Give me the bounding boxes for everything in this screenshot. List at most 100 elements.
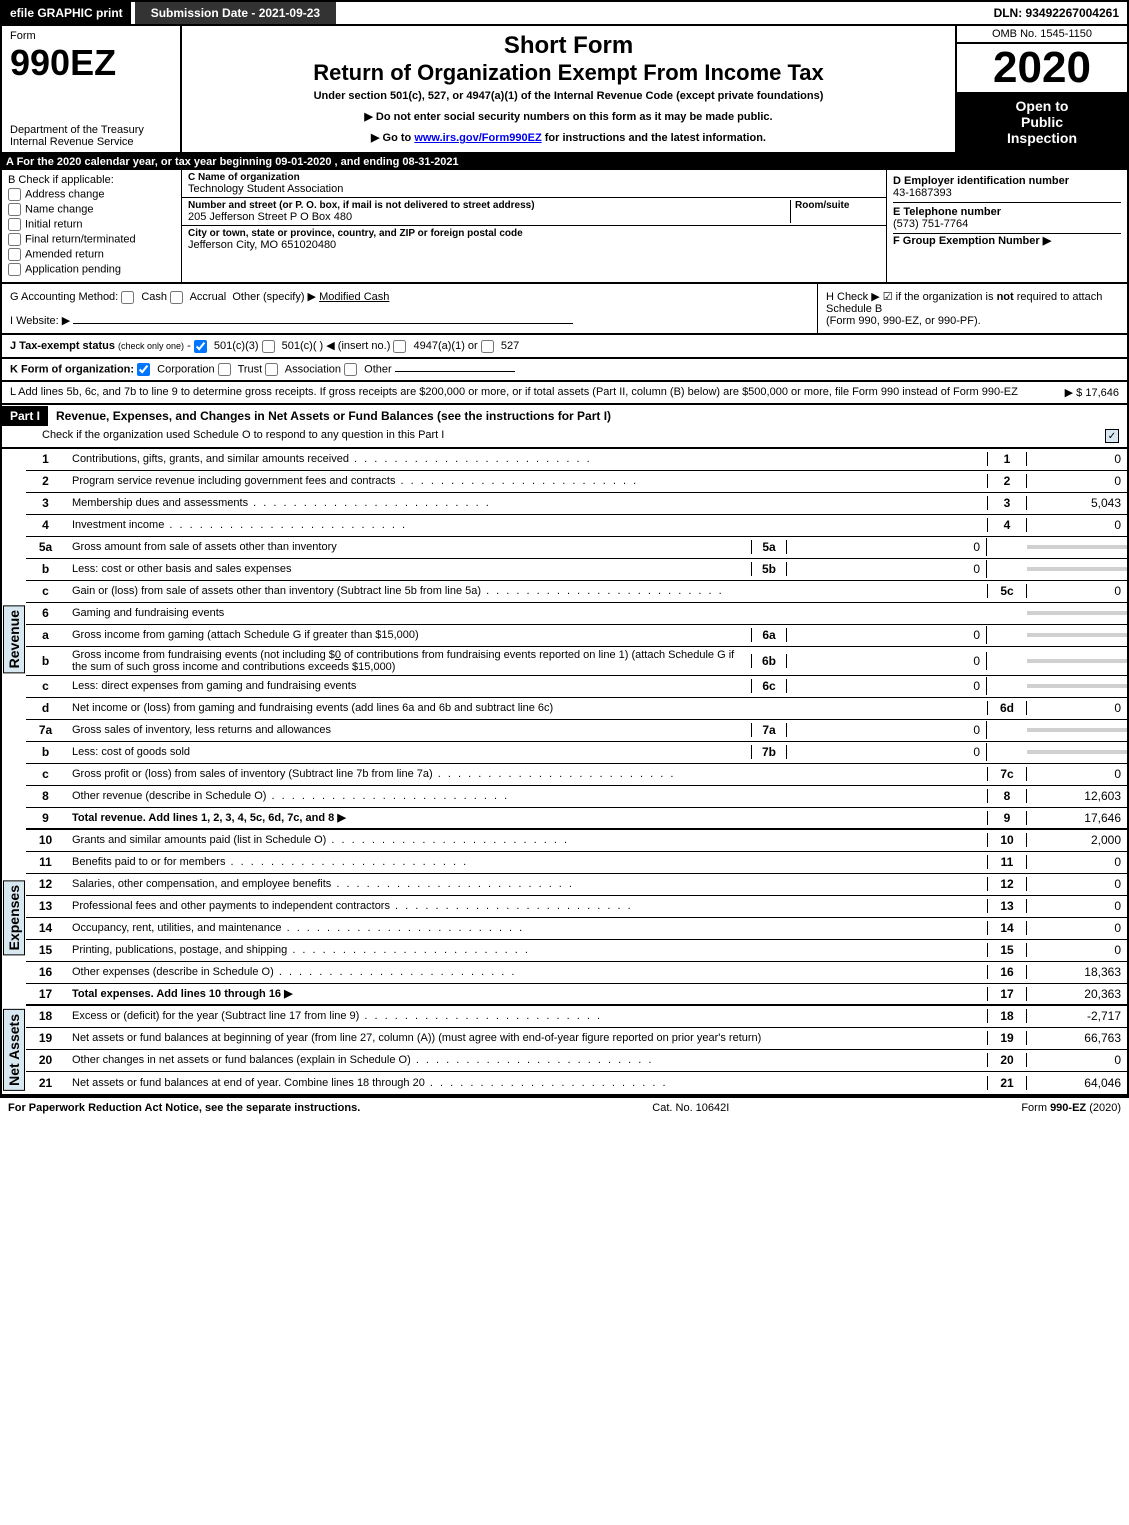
row5a-desc: Gross amount from sale of assets other t… — [66, 539, 751, 555]
l-text: L Add lines 5b, 6c, and 7b to line 9 to … — [10, 386, 1045, 399]
header-right: OMB No. 1545-1150 2020 Open to Public In… — [957, 26, 1127, 152]
dln: DLN: 93492267004261 — [986, 2, 1127, 24]
row21-num: 21 — [26, 1074, 66, 1092]
j-opt2: 501(c)( ) ◀ (insert no.) — [282, 340, 391, 352]
chk-corporation[interactable] — [137, 363, 150, 376]
row13-desc: Professional fees and other payments to … — [66, 898, 987, 914]
row11-desc: Benefits paid to or for members — [66, 854, 987, 870]
row16-num: 16 — [26, 963, 66, 981]
row5c-val: 0 — [1027, 582, 1127, 600]
row5b-num: b — [26, 560, 66, 578]
row15-val: 0 — [1027, 941, 1127, 959]
chk-final-return[interactable] — [8, 233, 21, 246]
row4-desc: Investment income — [66, 517, 987, 533]
row6d-desc: Net income or (loss) from gaming and fun… — [66, 700, 987, 716]
irs-link[interactable]: www.irs.gov/Form990EZ — [414, 132, 541, 144]
row10-val: 2,000 — [1027, 831, 1127, 849]
row6-desc: Gaming and fundraising events — [66, 605, 987, 621]
row19-desc: Net assets or fund balances at beginning… — [66, 1030, 987, 1046]
chk-association[interactable] — [265, 363, 278, 376]
row7c-desc: Gross profit or (loss) from sales of inv… — [66, 766, 987, 782]
chk-accrual[interactable] — [170, 291, 183, 304]
paperwork-notice: For Paperwork Reduction Act Notice, see … — [8, 1102, 360, 1114]
part1-badge: Part I — [2, 406, 48, 426]
row9-desc: Total revenue. Add lines 1, 2, 3, 4, 5c,… — [66, 809, 987, 826]
revenue-side-label: Revenue — [3, 605, 25, 673]
chk-label-5: Application pending — [25, 263, 121, 275]
row6c-val-shaded — [1027, 684, 1127, 688]
open-line3: Inspection — [963, 130, 1121, 146]
row3-ln: 3 — [987, 496, 1027, 510]
expenses-rows: 10Grants and similar amounts paid (list … — [26, 830, 1127, 1006]
part1-subtitle: Check if the organization used Schedule … — [42, 429, 444, 443]
part1-schedule-o-check[interactable]: ✓ — [1105, 429, 1119, 443]
city-label: City or town, state or province, country… — [188, 228, 880, 239]
opt-accrual: Accrual — [190, 291, 227, 303]
expenses-section: Expenses 10Grants and similar amounts pa… — [0, 830, 1129, 1006]
chk-label-1: Name change — [25, 203, 94, 215]
website-label: I Website: ▶ — [10, 315, 70, 327]
arrow-icon: ▶ — [337, 812, 345, 824]
j-opt4: 527 — [501, 340, 519, 352]
k-opt4: Other — [364, 363, 392, 375]
omb-number: OMB No. 1545-1150 — [957, 26, 1127, 44]
row4-num: 4 — [26, 516, 66, 534]
row10-ln: 10 — [987, 833, 1027, 847]
section-b: B Check if applicable: Address change Na… — [2, 170, 182, 282]
opt-other-value: Modified Cash — [319, 291, 389, 303]
chk-initial-return[interactable] — [8, 218, 21, 231]
row12-ln: 12 — [987, 877, 1027, 891]
chk-4947[interactable] — [393, 340, 406, 353]
row20-val: 0 — [1027, 1051, 1127, 1069]
row2-desc: Program service revenue including govern… — [66, 473, 987, 489]
row6c-sub: 6c — [751, 679, 787, 693]
netassets-section: Net Assets 18Excess or (deficit) for the… — [0, 1006, 1129, 1096]
row19-num: 19 — [26, 1029, 66, 1047]
h-text3: (Form 990, 990-EZ, or 990-PF). — [826, 315, 1119, 327]
row7a-val-shaded — [1027, 728, 1127, 732]
chk-name-change[interactable] — [8, 203, 21, 216]
chk-application-pending[interactable] — [8, 263, 21, 276]
row6d-val: 0 — [1027, 699, 1127, 717]
revenue-section: Revenue 1Contributions, gifts, grants, a… — [0, 449, 1129, 830]
chk-501c[interactable] — [262, 340, 275, 353]
chk-address-change[interactable] — [8, 188, 21, 201]
row6a-val-shaded — [1027, 633, 1127, 637]
row7b-sub: 7b — [751, 745, 787, 759]
row7a-sub: 7a — [751, 723, 787, 737]
row1-val: 0 — [1027, 450, 1127, 468]
note-goto-post: for instructions and the latest informat… — [542, 132, 766, 144]
form-footer: For Paperwork Reduction Act Notice, see … — [0, 1096, 1129, 1118]
chk-501c3[interactable] — [194, 340, 207, 353]
chk-other-org[interactable] — [344, 363, 357, 376]
section-gh: G Accounting Method: Cash Accrual Other … — [0, 284, 1129, 335]
row18-val: -2,717 — [1027, 1007, 1127, 1025]
row21-ln: 21 — [987, 1076, 1027, 1090]
row20-desc: Other changes in net assets or fund bala… — [66, 1052, 987, 1068]
chk-label-3: Final return/terminated — [25, 233, 136, 245]
part1-title: Revenue, Expenses, and Changes in Net As… — [48, 405, 619, 427]
line-a-tax-year: A For the 2020 calendar year, or tax yea… — [0, 154, 1129, 170]
row17-desc-text: Total expenses. Add lines 10 through 16 — [72, 988, 281, 1000]
chk-amended-return[interactable] — [8, 248, 21, 261]
website-value — [73, 323, 573, 324]
row3-num: 3 — [26, 494, 66, 512]
row15-ln: 15 — [987, 943, 1027, 957]
row17-num: 17 — [26, 985, 66, 1003]
row5a-subval: 0 — [787, 538, 987, 556]
short-form-title: Short Form — [188, 32, 949, 60]
row6-num: 6 — [26, 604, 66, 622]
chk-cash[interactable] — [121, 291, 134, 304]
row16-ln: 16 — [987, 965, 1027, 979]
k-opt2: Trust — [238, 363, 263, 375]
row8-num: 8 — [26, 787, 66, 805]
section-c: C Name of organization Technology Studen… — [182, 170, 887, 282]
row11-ln: 11 — [987, 855, 1027, 869]
row13-ln: 13 — [987, 899, 1027, 913]
row7c-ln: 7c — [987, 767, 1027, 781]
section-g: G Accounting Method: Cash Accrual Other … — [2, 284, 817, 333]
chk-527[interactable] — [481, 340, 494, 353]
row13-val: 0 — [1027, 897, 1127, 915]
chk-trust[interactable] — [218, 363, 231, 376]
row12-desc: Salaries, other compensation, and employ… — [66, 876, 987, 892]
